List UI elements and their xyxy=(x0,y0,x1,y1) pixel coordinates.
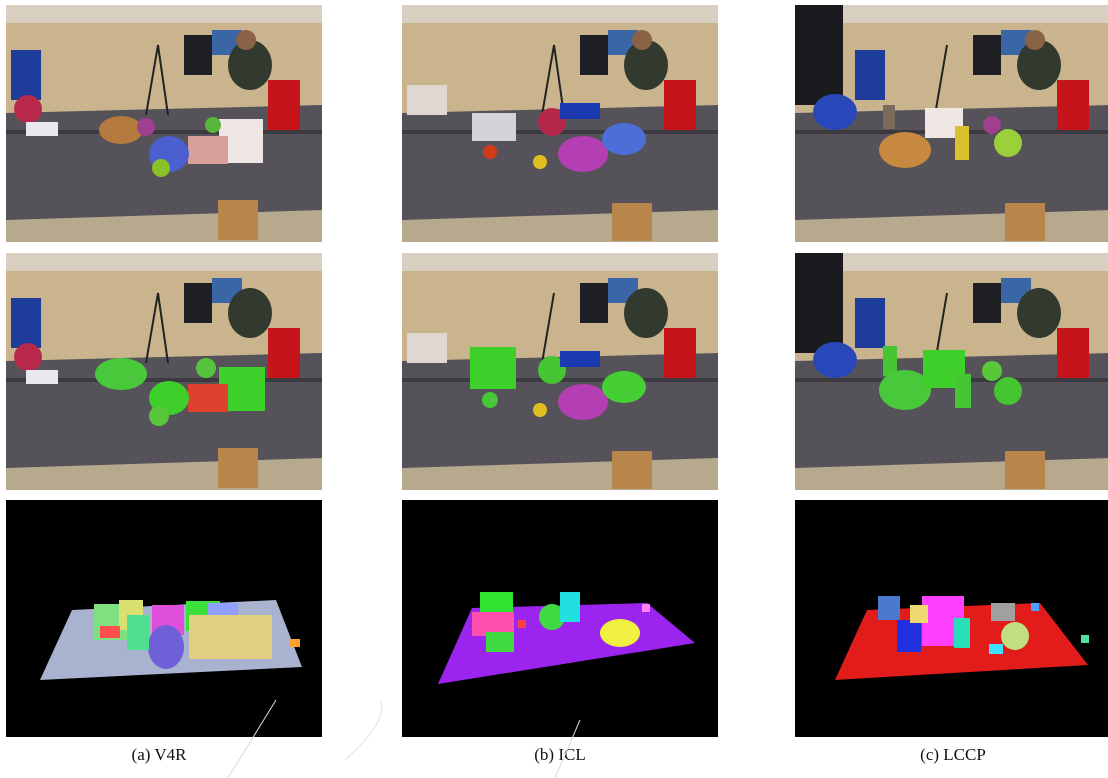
v4r-overlay-image xyxy=(6,253,322,490)
caption-lccp: (c) LCCP xyxy=(920,745,986,764)
lccp-segmentation-map xyxy=(795,500,1108,737)
icl-rgb-image xyxy=(402,5,718,242)
caption-v4r: (a) V4R xyxy=(131,745,187,764)
lccp-rgb-image xyxy=(795,5,1108,242)
v4r-rgb-image xyxy=(6,5,322,242)
icl-segmentation-map xyxy=(402,500,718,737)
lccp-overlay-image xyxy=(795,253,1108,490)
icl-overlay-image xyxy=(402,253,718,490)
v4r-segmentation-map xyxy=(6,500,322,737)
caption-icl: (b) ICL xyxy=(534,745,586,764)
